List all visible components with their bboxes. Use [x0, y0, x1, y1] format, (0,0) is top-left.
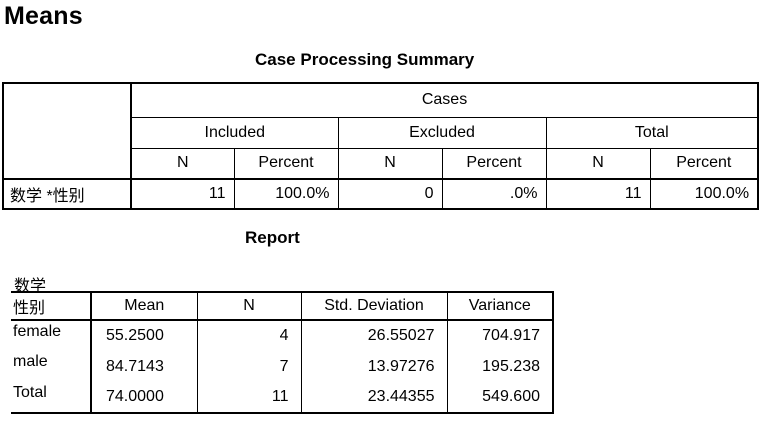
group-header-included: Included [130, 116, 339, 149]
report-variable-label: 数学 [14, 278, 47, 295]
subheader-n: N [337, 147, 443, 180]
subheader-percent: Percent [441, 147, 547, 180]
report-table: 性别 Mean N Std. Deviation Variance female… [11, 291, 554, 414]
total-percent-cell: 100.0% [649, 178, 760, 210]
subheader-percent: Percent [233, 147, 339, 180]
row-label: male [13, 353, 48, 370]
case-processing-summary-table: Cases Included Excluded Total N Percent … [2, 82, 760, 210]
table-corner [2, 82, 132, 180]
case-processing-summary-title: Case Processing Summary [255, 50, 475, 69]
subheader-n: N [545, 147, 651, 180]
variance-cell: 195.238 [446, 351, 554, 382]
n-cell: 7 [196, 351, 301, 382]
table-row: female 55.2500 4 26.55027 704.917 [11, 320, 554, 351]
column-header-std-deviation: Std. Deviation [300, 291, 447, 321]
report-title: Report [245, 228, 300, 247]
included-n-cell: 11 [130, 178, 235, 210]
column-header-n: N [196, 291, 301, 321]
std-deviation-cell: 23.44355 [300, 382, 447, 414]
n-cell: 4 [196, 320, 301, 351]
std-deviation-cell: 13.97276 [300, 351, 447, 382]
excluded-percent-cell: .0% [441, 178, 547, 210]
variance-cell: 549.600 [446, 382, 554, 414]
row-label: 数学 *性别 [2, 178, 132, 210]
group-header-total: Total [545, 116, 760, 149]
page-title: Means [4, 2, 83, 30]
std-deviation-cell: 26.55027 [300, 320, 447, 351]
included-percent-cell: 100.0% [233, 178, 339, 210]
variance-cell: 704.917 [446, 320, 554, 351]
cases-header: Cases [130, 82, 760, 118]
row-label: female [13, 323, 62, 340]
total-n-cell: 11 [545, 178, 651, 210]
column-header-mean: Mean [90, 291, 197, 321]
subheader-percent: Percent [649, 147, 760, 180]
column-header-variance: Variance [446, 291, 554, 321]
mean-cell: 74.0000 [90, 382, 197, 414]
group-header-excluded: Excluded [337, 116, 547, 149]
subheader-n: N [130, 147, 235, 180]
n-cell: 11 [196, 382, 301, 414]
mean-cell: 84.7143 [90, 351, 197, 382]
table-row: male 84.7143 7 13.97276 195.238 [11, 351, 554, 382]
excluded-n-cell: 0 [337, 178, 443, 210]
mean-cell: 55.2500 [90, 320, 197, 351]
row-label: Total [11, 382, 91, 414]
table-row: Total 74.0000 11 23.44355 549.600 [11, 382, 554, 414]
column-header-gender: 性别 [11, 291, 91, 321]
